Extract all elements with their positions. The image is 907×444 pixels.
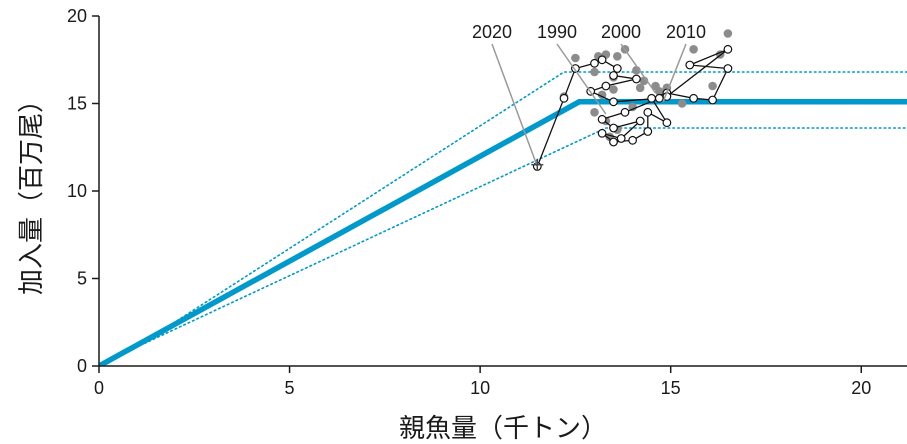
grey-point	[609, 85, 618, 94]
x-tick-label: 10	[470, 378, 490, 398]
x-tick-label: 20	[851, 378, 871, 398]
year-label: 2020	[472, 22, 512, 42]
observed-point	[643, 107, 653, 117]
axes	[98, 16, 907, 367]
observed-point	[708, 95, 717, 105]
marks-layer: 2020 1990 2000 2010	[99, 22, 907, 366]
year-label: 2000	[601, 22, 641, 42]
y-tick-label: 0	[77, 356, 87, 376]
plot-area	[99, 29, 907, 366]
observed-point	[628, 135, 637, 145]
x-axis-title: 親魚量（千トン）	[399, 414, 607, 444]
observed-point	[616, 134, 626, 143]
grey-point	[590, 67, 599, 77]
observed-point	[597, 114, 607, 124]
observed-point	[635, 116, 645, 126]
ticks-layer: 0 5 10 15 20 0 5 10 15 20	[67, 6, 871, 398]
observed-point	[609, 71, 618, 80]
year-pointer-line	[556, 43, 607, 115]
observed-point	[609, 137, 618, 147]
grey-point	[723, 29, 733, 38]
x-tick-label: 0	[94, 378, 104, 398]
grey-point	[571, 53, 580, 63]
observed-point	[662, 118, 672, 128]
observed-point	[620, 107, 630, 117]
observed-point	[632, 74, 641, 84]
year-label: 1990	[537, 22, 577, 42]
observed-point	[654, 93, 664, 103]
grey-point	[677, 99, 687, 108]
grey-point	[708, 81, 717, 91]
grey-point	[655, 87, 664, 96]
observed-point	[723, 64, 733, 73]
observed-point	[685, 60, 695, 70]
year-pointer-line	[662, 43, 687, 103]
observed-point	[609, 123, 618, 133]
grey-point	[628, 102, 637, 112]
year-label: 2010	[666, 22, 706, 42]
y-tick-label: 15	[67, 94, 87, 114]
y-tick-label: 20	[67, 6, 87, 26]
year-pointer-line	[491, 43, 539, 167]
year-annotations: 2020 1990 2000 2010	[472, 22, 706, 167]
observed-point	[609, 97, 618, 107]
x-tick-label: 15	[661, 378, 681, 398]
observed-point	[689, 93, 698, 103]
interval-upper-line	[143, 71, 907, 343]
observed-point	[559, 93, 569, 103]
observed-point	[643, 127, 653, 136]
observed-point	[597, 128, 607, 138]
observed-point	[601, 81, 611, 91]
year-pointer-line	[620, 43, 657, 94]
model-line	[99, 99, 907, 366]
interval-lower-line	[143, 127, 907, 345]
observed-point	[647, 93, 656, 103]
grey-point	[590, 108, 599, 117]
y-tick-label: 10	[67, 181, 87, 201]
observed-point	[723, 44, 733, 54]
y-tick-label: 5	[77, 269, 87, 289]
observed-point	[612, 64, 622, 73]
x-tick-label: 5	[285, 378, 295, 398]
grey-point	[635, 83, 645, 93]
grey-point	[689, 45, 698, 54]
observed-point	[597, 55, 607, 65]
grey-point	[613, 52, 622, 61]
observed-point	[590, 58, 599, 68]
y-axis-title: 加入量（百万尾）	[17, 87, 47, 295]
